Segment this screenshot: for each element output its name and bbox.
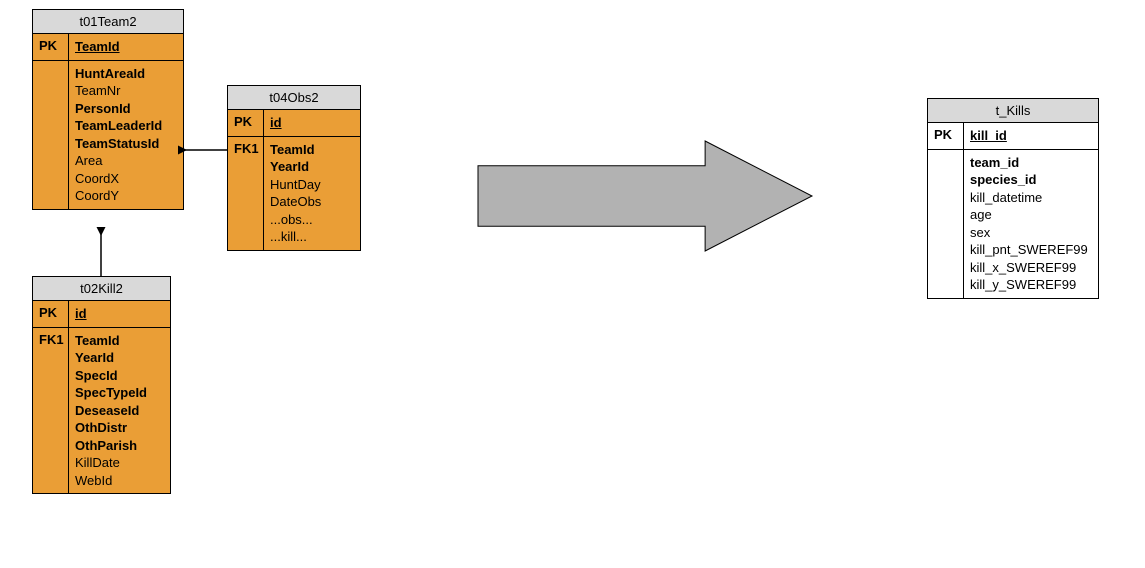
- key-cell: PK: [33, 34, 69, 60]
- transform-arrow: [478, 141, 812, 251]
- entity-section: PK id: [33, 301, 170, 328]
- field: kill_pnt_SWEREF99: [970, 241, 1092, 259]
- field: ...kill...: [270, 228, 354, 246]
- entity-t_Kills: t_KillsPK kill_id team_idspecies_idkill_da…: [927, 98, 1099, 299]
- field: ...obs...: [270, 211, 354, 229]
- field-cell: team_idspecies_idkill_datetimeagesexkill…: [964, 150, 1098, 298]
- key-cell: FK1: [228, 137, 264, 250]
- field: DateObs: [270, 193, 354, 211]
- entity-t04Obs2: t04Obs2PKidFK1TeamIdYearIdHuntDayDateObs…: [227, 85, 361, 251]
- field: TeamId: [75, 38, 177, 56]
- field-cell: id: [69, 301, 170, 327]
- entity-section: FK1TeamIdYearIdSpecIdSpecTypeIdDeseaseId…: [33, 328, 170, 494]
- field: team_id: [970, 154, 1092, 172]
- field: kill_id: [970, 127, 1092, 145]
- entity-section: FK1TeamIdYearIdHuntDayDateObs...obs.....…: [228, 137, 360, 250]
- field-cell: TeamId: [69, 34, 183, 60]
- entity-section: PK id: [228, 110, 360, 137]
- field: SpecTypeId: [75, 384, 164, 402]
- field: id: [270, 114, 354, 132]
- field: Area: [75, 152, 177, 170]
- field: sex: [970, 224, 1092, 242]
- field: CoordY: [75, 187, 177, 205]
- field: DeseaseId: [75, 402, 164, 420]
- field: HuntAreaId: [75, 65, 177, 83]
- entity-title: t02Kill2: [33, 277, 170, 301]
- field-cell: TeamIdYearIdSpecIdSpecTypeIdDeseaseIdOth…: [69, 328, 170, 494]
- field: WebId: [75, 472, 164, 490]
- field: kill_y_SWEREF99: [970, 276, 1092, 294]
- key-cell: [33, 61, 69, 209]
- key-cell: PK: [928, 123, 964, 149]
- key-cell: PK: [228, 110, 264, 136]
- key-cell: PK: [33, 301, 69, 327]
- field: TeamId: [270, 141, 354, 159]
- field: CoordX: [75, 170, 177, 188]
- key-cell: FK1: [33, 328, 69, 494]
- entity-title: t04Obs2: [228, 86, 360, 110]
- field: TeamNr: [75, 82, 177, 100]
- field: YearId: [75, 349, 164, 367]
- entity-section: team_idspecies_idkill_datetimeagesexkill…: [928, 150, 1098, 298]
- field: OthDistr: [75, 419, 164, 437]
- field: kill_datetime: [970, 189, 1092, 207]
- field: TeamId: [75, 332, 164, 350]
- entity-t02Kill2: t02Kill2PKidFK1TeamIdYearIdSpecIdSpecTyp…: [32, 276, 171, 494]
- field: YearId: [270, 158, 354, 176]
- entity-title: t_Kills: [928, 99, 1098, 123]
- entity-section: PK TeamId: [33, 34, 183, 61]
- field: species_id: [970, 171, 1092, 189]
- field: age: [970, 206, 1092, 224]
- field: HuntDay: [270, 176, 354, 194]
- field: id: [75, 305, 164, 323]
- entity-t01Team2: t01Team2PK TeamId HuntAreaIdTeamNrPersonId…: [32, 9, 184, 210]
- field: TeamLeaderId: [75, 117, 177, 135]
- field: kill_x_SWEREF99: [970, 259, 1092, 277]
- entity-title: t01Team2: [33, 10, 183, 34]
- field-cell: TeamIdYearIdHuntDayDateObs...obs......ki…: [264, 137, 360, 250]
- field: SpecId: [75, 367, 164, 385]
- field-cell: HuntAreaIdTeamNrPersonIdTeamLeaderIdTeam…: [69, 61, 183, 209]
- field: KillDate: [75, 454, 164, 472]
- key-cell: [928, 150, 964, 298]
- field: TeamStatusId: [75, 135, 177, 153]
- entity-section: PK kill_id: [928, 123, 1098, 150]
- field: OthParish: [75, 437, 164, 455]
- entity-section: HuntAreaIdTeamNrPersonIdTeamLeaderIdTeam…: [33, 61, 183, 209]
- field: PersonId: [75, 100, 177, 118]
- field-cell: id: [264, 110, 360, 136]
- field-cell: kill_id: [964, 123, 1098, 149]
